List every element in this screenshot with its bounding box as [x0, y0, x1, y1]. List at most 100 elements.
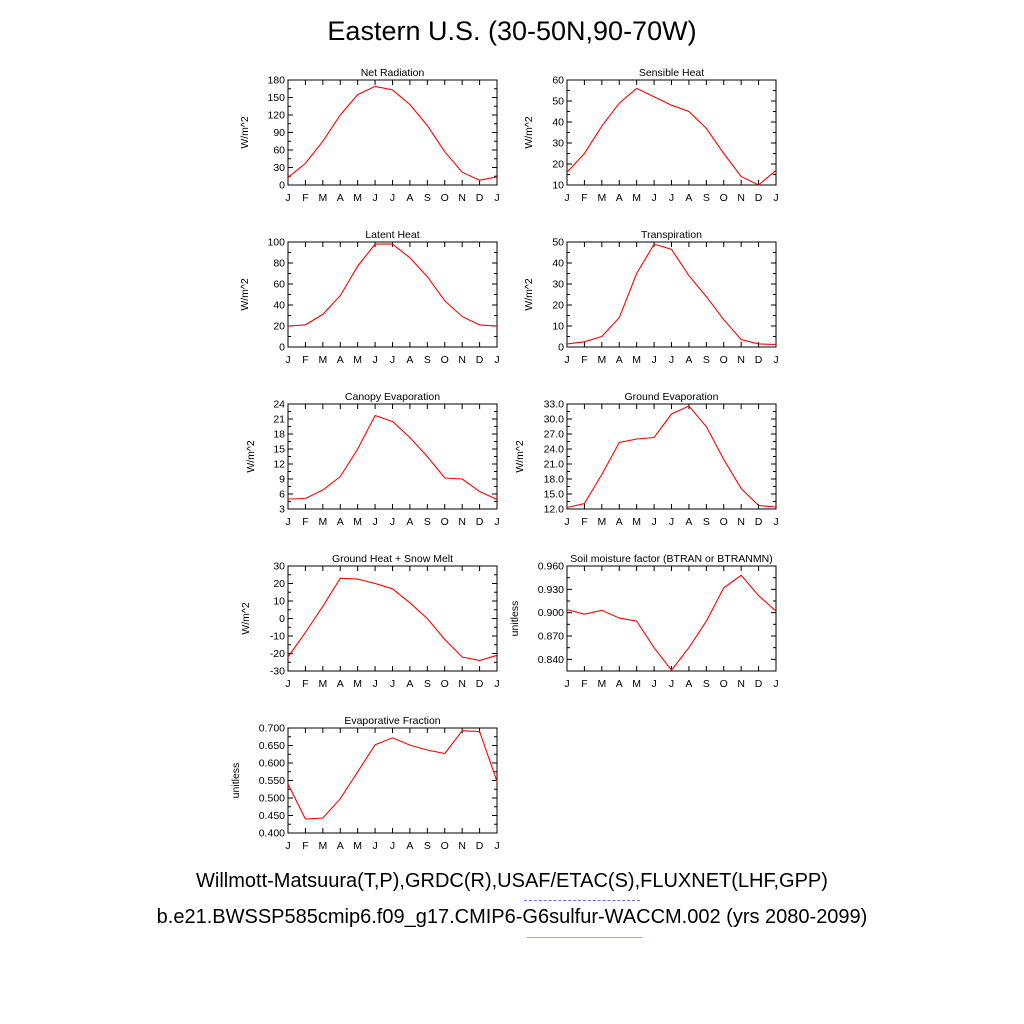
y-axis-label: unitless	[509, 601, 521, 637]
y-tick-label: 0	[279, 613, 285, 625]
chart-title: Net Radiation	[361, 67, 425, 79]
chart-title: Latent Heat	[365, 229, 419, 241]
plot-frame	[566, 241, 777, 348]
x-tick-label: J	[372, 354, 377, 366]
chart-title: Evaporative Fraction	[344, 715, 440, 727]
chart-title: Transpiration	[641, 229, 702, 241]
plot-frame	[566, 565, 777, 672]
x-tick-label: A	[616, 192, 623, 204]
x-tick-label: S	[424, 678, 431, 690]
y-tick-label: 12	[273, 459, 285, 471]
x-tick-label: F	[581, 678, 587, 690]
y-tick-label: 0.960	[538, 561, 564, 573]
x-tick-label: J	[494, 516, 499, 528]
x-tick-label: J	[564, 354, 569, 366]
y-tick-label: 10	[273, 596, 285, 608]
x-tick-label: D	[476, 354, 484, 366]
page-title: Eastern U.S. (30-50N,90-70W)	[327, 16, 697, 46]
x-tick-label: J	[494, 678, 499, 690]
x-tick-label: M	[353, 516, 362, 528]
x-tick-label: J	[390, 516, 395, 528]
y-tick-label: 60	[273, 279, 285, 291]
x-tick-label: M	[632, 678, 641, 690]
chart-title: Sensible Heat	[639, 67, 704, 79]
x-tick-label: N	[458, 192, 466, 204]
y-tick-label: 30	[273, 561, 285, 573]
y-tick-label: 0.930	[538, 584, 564, 596]
y-tick-label: 0.450	[259, 810, 285, 822]
x-tick-label: M	[597, 516, 606, 528]
x-tick-label: M	[597, 192, 606, 204]
chart-title: Soil moisture factor (BTRAN or BTRANMN)	[570, 553, 772, 565]
x-tick-label: J	[651, 192, 656, 204]
y-tick-label: -20	[270, 648, 285, 660]
x-tick-label: F	[302, 678, 308, 690]
y-tick-label: 120	[267, 110, 285, 122]
chart-7: Ground Heat + Snow Melt W/m^2 -30 -20 -10 0 10…	[240, 553, 500, 690]
chart-title: Canopy Evaporation	[345, 391, 440, 403]
x-tick-label: J	[285, 354, 290, 366]
x-tick-label: S	[424, 192, 431, 204]
x-tick-label: N	[458, 678, 466, 690]
x-tick-label: A	[685, 516, 692, 528]
plot-frame	[287, 241, 498, 348]
x-tick-label: D	[755, 192, 763, 204]
x-tick-label: J	[494, 192, 499, 204]
x-tick-label: J	[494, 840, 499, 852]
x-tick-label: O	[441, 516, 449, 528]
x-tick-label: N	[458, 516, 466, 528]
x-tick-label: D	[755, 516, 763, 528]
series-line	[566, 405, 777, 509]
y-tick-label: 27.0	[544, 429, 565, 441]
x-tick-label: J	[390, 192, 395, 204]
y-tick-label: -10	[270, 631, 285, 643]
x-tick-label: M	[632, 516, 641, 528]
x-tick-label: O	[441, 840, 449, 852]
x-tick-label: O	[720, 354, 728, 366]
y-tick-label: 30.0	[544, 414, 565, 426]
x-tick-label: N	[737, 516, 745, 528]
y-tick-label: 40	[273, 300, 285, 312]
x-tick-label: A	[406, 354, 413, 366]
chart-title: Ground Evaporation	[625, 391, 719, 403]
y-tick-label: 9	[279, 474, 285, 486]
plot-frame	[287, 403, 498, 510]
x-tick-label: M	[353, 354, 362, 366]
series-line	[566, 243, 777, 346]
x-tick-label: D	[755, 354, 763, 366]
x-tick-label: O	[441, 192, 449, 204]
chart-8: Soil moisture factor (BTRAN or BTRANMN) u…	[509, 553, 779, 690]
y-axis-label: unitless	[230, 763, 242, 799]
x-tick-label: O	[720, 192, 728, 204]
y-tick-label: -30	[270, 666, 285, 678]
y-tick-label: 18.0	[544, 474, 565, 486]
x-tick-label: D	[476, 192, 484, 204]
y-tick-label: 21.0	[544, 459, 565, 471]
x-tick-label: M	[353, 192, 362, 204]
case-legend-line	[527, 937, 642, 938]
y-tick-label: 50	[552, 96, 564, 108]
y-tick-label: 10	[552, 321, 564, 333]
y-tick-label: 30	[552, 138, 564, 150]
x-tick-label: A	[337, 516, 344, 528]
y-tick-label: 24	[273, 399, 285, 411]
x-tick-label: N	[458, 840, 466, 852]
x-tick-label: N	[737, 354, 745, 366]
x-tick-label: J	[651, 678, 656, 690]
x-tick-label: N	[737, 192, 745, 204]
x-tick-label: D	[476, 840, 484, 852]
x-tick-label: J	[669, 354, 674, 366]
observations-legend-line	[524, 900, 640, 901]
x-tick-label: M	[597, 678, 606, 690]
x-tick-label: J	[669, 516, 674, 528]
x-tick-label: M	[632, 192, 641, 204]
y-tick-label: 0.500	[259, 793, 285, 805]
y-tick-label: 0.900	[538, 607, 564, 619]
x-tick-label: J	[773, 192, 778, 204]
y-tick-label: 33.0	[544, 399, 565, 411]
y-tick-label: 0.600	[259, 758, 285, 770]
y-tick-label: 180	[267, 75, 285, 87]
